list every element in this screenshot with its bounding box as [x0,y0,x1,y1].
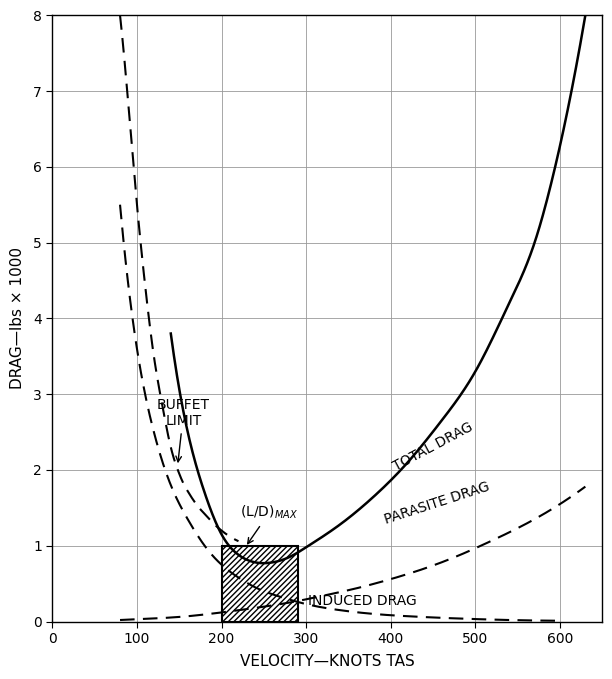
Text: BUFFET
LIMIT: BUFFET LIMIT [157,398,210,462]
Bar [222,546,297,621]
Text: (L/D)$_{MAX}$: (L/D)$_{MAX}$ [240,504,298,544]
Y-axis label: DRAG—lbs × 1000: DRAG—lbs × 1000 [10,247,24,389]
Bar [222,546,297,621]
X-axis label: VELOCITY—KNOTS TAS: VELOCITY—KNOTS TAS [240,655,415,669]
Text: INDUCED DRAG: INDUCED DRAG [308,594,417,608]
Bar [222,546,297,621]
Text: TOTAL DRAG: TOTAL DRAG [391,420,476,474]
Text: PARASITE DRAG: PARASITE DRAG [382,479,491,527]
